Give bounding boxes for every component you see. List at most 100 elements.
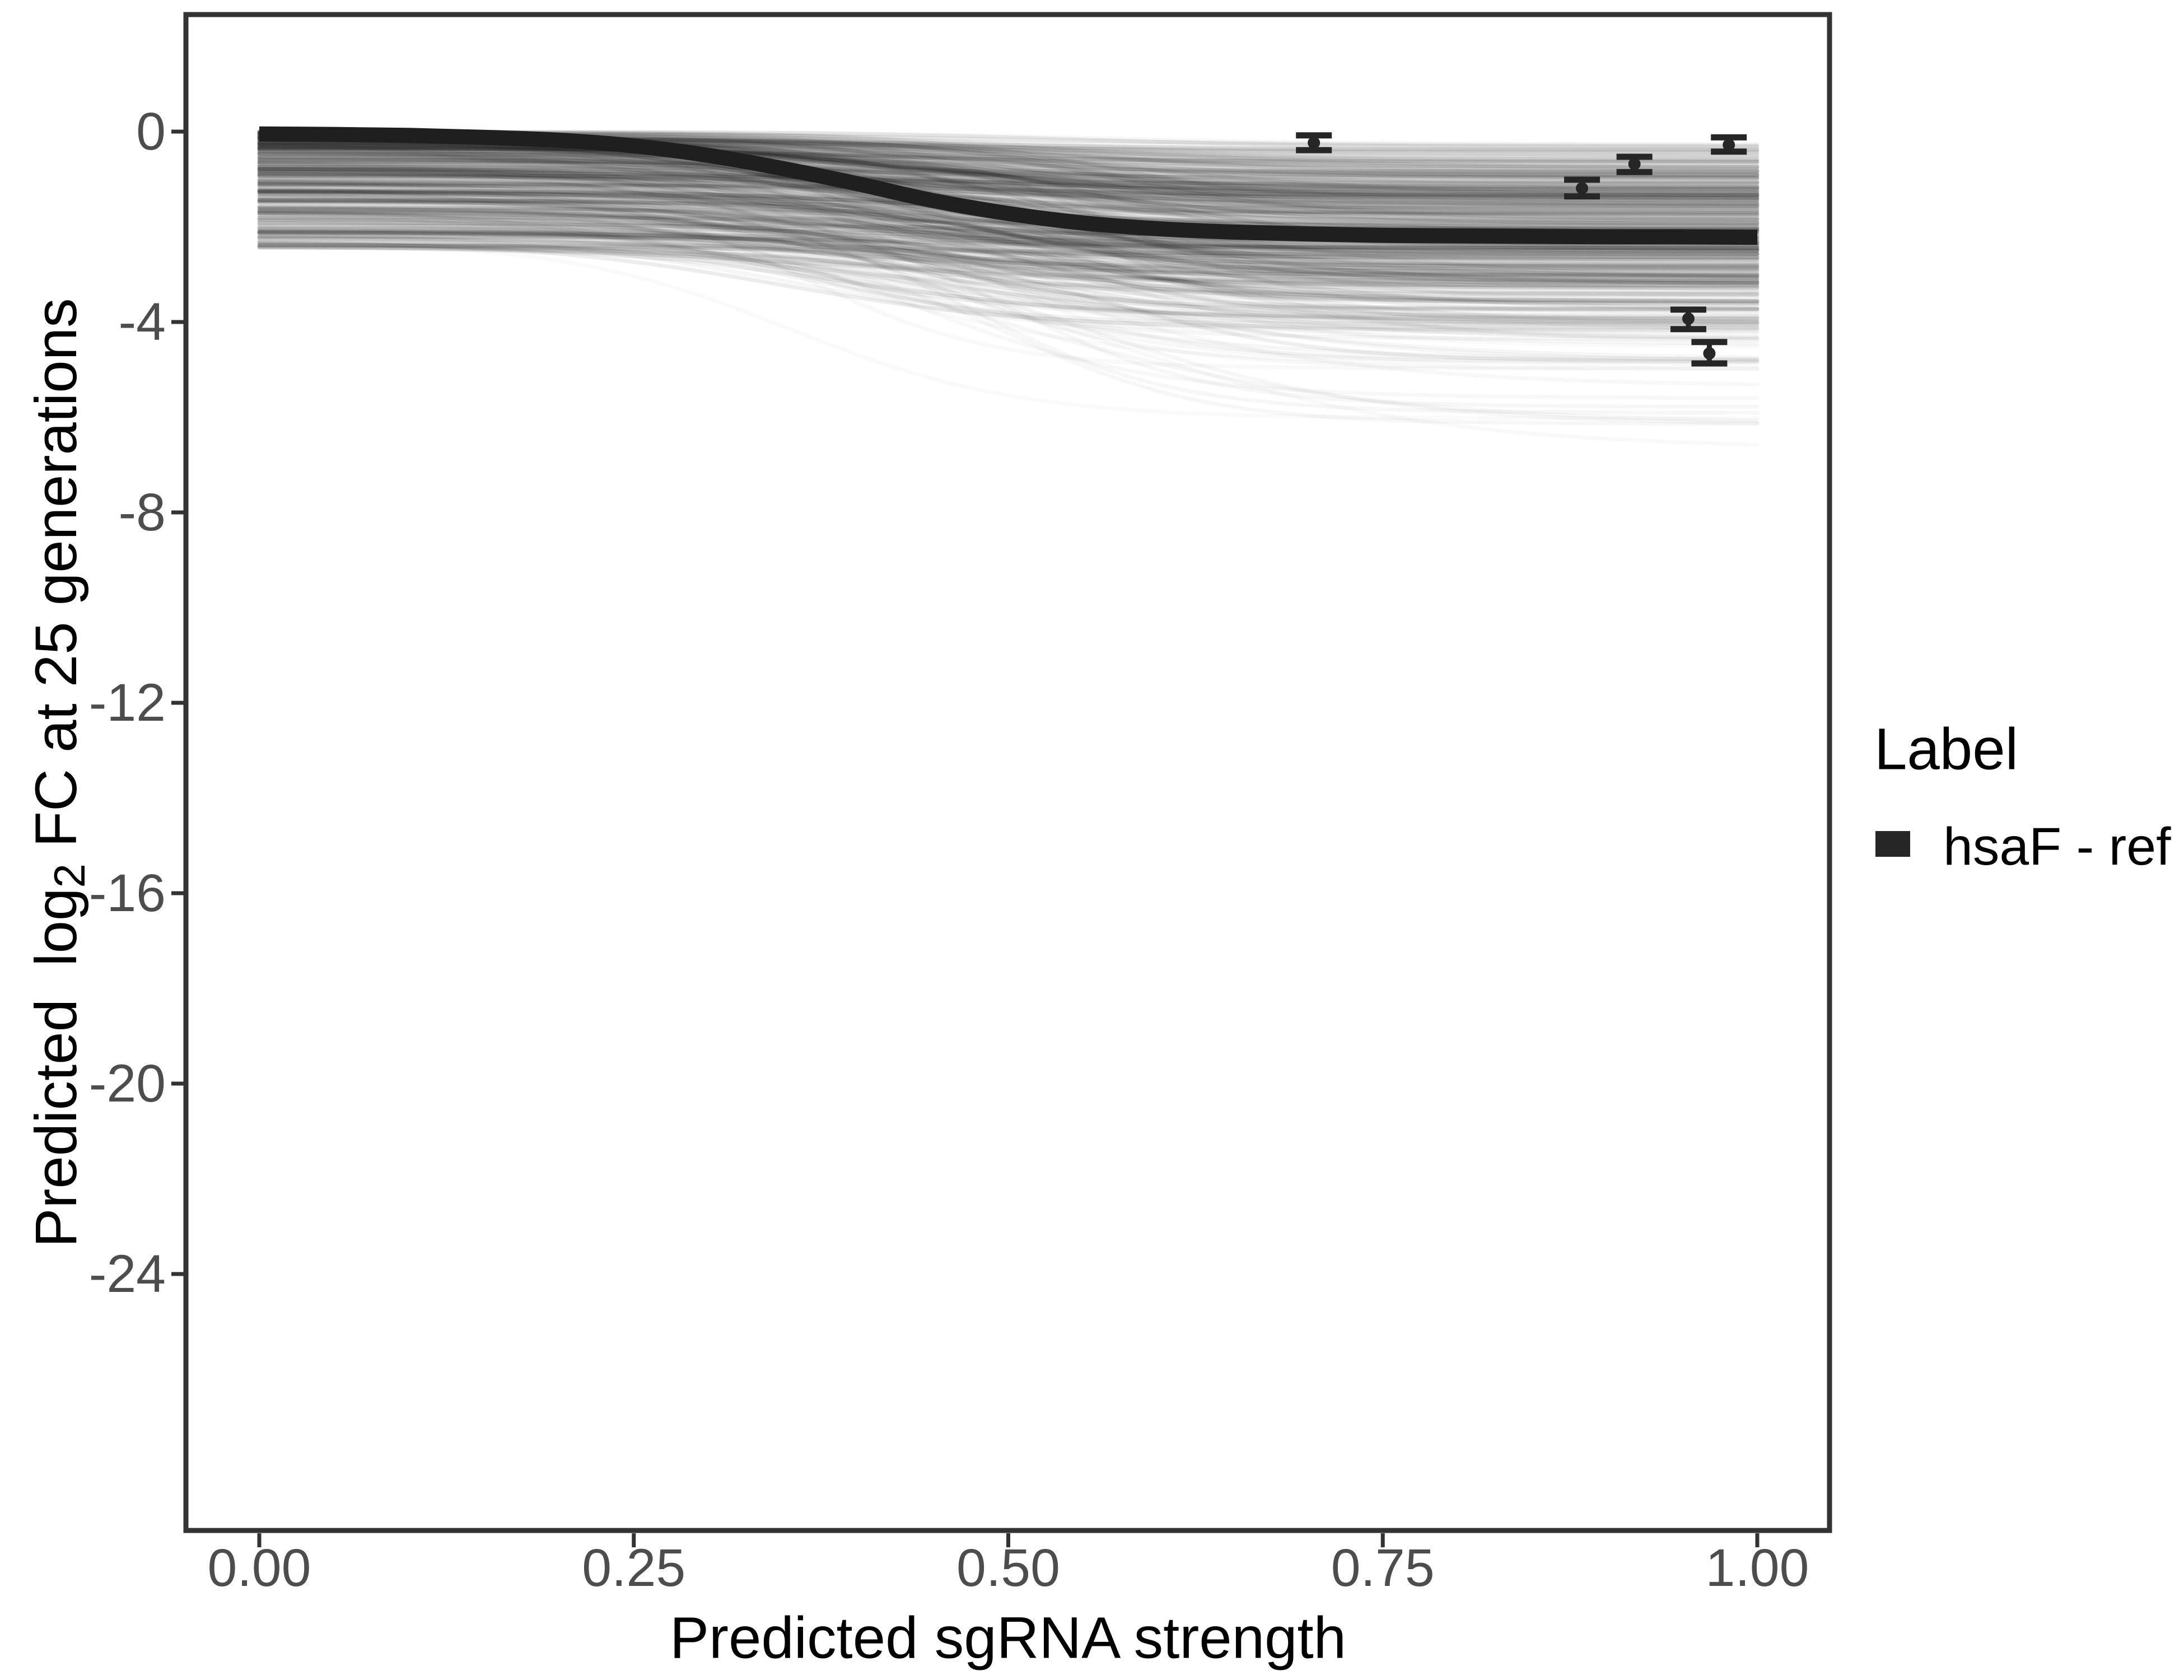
ensemble-curve — [257, 234, 1760, 250]
ensemble-curve — [257, 235, 1760, 325]
ensemble-curve — [257, 170, 1760, 199]
ensemble-curve — [257, 158, 1760, 274]
ensemble-curve — [257, 161, 1760, 264]
ensemble-curve — [257, 163, 1760, 208]
plot-panel — [183, 12, 1832, 1533]
ensemble-curve — [257, 171, 1760, 254]
data-point-errorbar — [1691, 339, 1728, 367]
ensemble-curve — [257, 144, 1760, 169]
ensemble-curve — [257, 151, 1760, 169]
ensemble-curve — [257, 245, 1760, 262]
ensemble-curve — [257, 152, 1760, 221]
ensemble-curve — [257, 204, 1760, 325]
ensemble-curve — [257, 182, 1760, 200]
ensemble-curve — [257, 166, 1760, 209]
ensemble-curve — [257, 143, 1760, 194]
ensemble-curve — [257, 145, 1760, 268]
ensemble-curve — [257, 158, 1760, 178]
ensemble-curve — [257, 236, 1760, 277]
ensemble-curve — [257, 178, 1760, 198]
ensemble-curve — [257, 192, 1760, 297]
data-point — [1682, 312, 1695, 325]
ensemble-curve — [257, 162, 1760, 195]
ensemble-curve — [257, 198, 1760, 278]
ensemble-curve — [257, 152, 1760, 214]
ensemble-curve — [257, 173, 1760, 296]
ensemble-curve — [257, 210, 1760, 305]
ensemble-curve — [257, 143, 1760, 226]
ensemble-curve — [257, 240, 1760, 290]
ensemble-curve — [257, 190, 1760, 261]
ensemble-curve — [257, 231, 1760, 248]
ensemble-curve — [257, 166, 1760, 185]
ensemble-curve — [257, 194, 1760, 311]
ensemble-curve — [257, 227, 1760, 267]
ensemble-curve — [257, 197, 1760, 253]
x-axis: 0.00 0.25 0.50 0.75 1.00 Predicted sgRNA str… — [208, 1533, 1809, 1671]
ensemble-curve — [257, 205, 1760, 328]
x-tick-label: 0.75 — [1331, 1538, 1435, 1598]
ensemble-curve — [257, 169, 1760, 185]
data-point — [1723, 138, 1735, 151]
ensemble-curve — [257, 230, 1760, 266]
legend-title: Label — [1874, 717, 2018, 782]
data-point-errorbar — [1670, 306, 1706, 333]
ensemble-curve — [257, 242, 1760, 320]
ensemble-curve — [257, 245, 1760, 340]
ensemble-curve — [257, 231, 1760, 288]
x-tick-label: 0.00 — [208, 1538, 311, 1598]
ensemble-curve — [257, 160, 1760, 178]
ensemble-curve — [257, 154, 1760, 173]
ensemble-curve — [257, 169, 1760, 290]
ensemble-curve — [257, 189, 1760, 304]
data-point-errorbar — [1616, 153, 1653, 175]
ensemble-curve — [257, 208, 1760, 285]
y-tick-label: -8 — [119, 483, 166, 542]
ensemble-curve — [257, 190, 1760, 210]
ensemble-curve — [257, 158, 1760, 174]
ensemble-curve — [257, 174, 1760, 211]
ensemble-curve — [257, 165, 1760, 268]
ensemble-curve — [257, 164, 1760, 180]
ensemble-curve — [257, 182, 1760, 294]
ensemble-curve — [257, 205, 1760, 253]
ensemble-curve — [257, 226, 1760, 300]
ensemble-curve — [257, 173, 1760, 189]
ensemble-curve — [257, 172, 1760, 249]
ensemble-curve — [257, 206, 1760, 318]
ensemble-curve — [257, 167, 1760, 283]
ensemble-curve — [257, 228, 1760, 306]
ensemble-curves — [257, 129, 1760, 363]
x-axis-ticks: 0.00 0.25 0.50 0.75 1.00 — [208, 1533, 1809, 1598]
ensemble-curve — [257, 144, 1760, 198]
y-tick-label: -24 — [89, 1244, 166, 1304]
ensemble-curve — [257, 230, 1760, 282]
data-point — [1628, 157, 1641, 170]
ensemble-curve — [257, 157, 1760, 225]
x-tick-label: 1.00 — [1706, 1538, 1809, 1598]
ensemble-curve — [257, 230, 1760, 256]
ensemble-curve — [257, 167, 1760, 203]
ensemble-curve — [257, 155, 1760, 190]
ensemble-curve — [257, 154, 1760, 192]
ensemble-curve — [257, 145, 1760, 185]
ensemble-curve — [257, 167, 1760, 285]
ensemble-curve — [257, 204, 1760, 321]
ensemble-curve — [257, 150, 1760, 253]
ensemble-curve — [257, 165, 1760, 257]
ensemble-curve — [257, 182, 1760, 291]
ensemble-curve — [257, 155, 1760, 180]
ensemble-curve — [257, 167, 1760, 189]
ensemble-curve — [257, 216, 1760, 250]
ensemble-curve — [257, 231, 1760, 273]
data-point-errorbar — [1296, 132, 1332, 153]
legend-item-label: hsaF - ref — [1943, 817, 2171, 876]
ensemble-curve — [257, 169, 1760, 276]
ensemble-curve — [257, 174, 1760, 193]
data-point — [1576, 182, 1589, 195]
ensemble-curve — [257, 211, 1760, 279]
ensemble-curve — [257, 146, 1760, 198]
ensemble-curve — [257, 231, 1760, 304]
ensemble-curve — [257, 157, 1760, 222]
data-point — [1703, 347, 1716, 360]
